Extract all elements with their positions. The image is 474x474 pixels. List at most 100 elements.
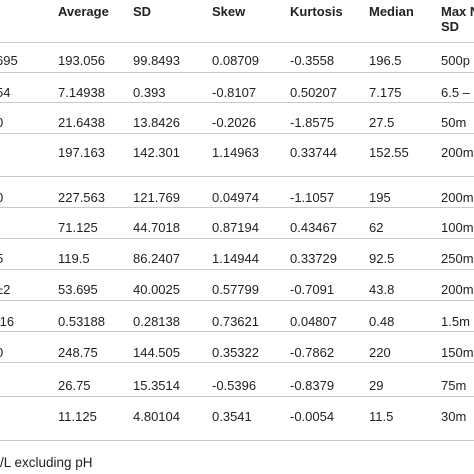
table-cell-max-nsd: 200m [441,190,474,205]
table-cell-row-label: 5 [0,252,3,266]
row-divider [0,176,474,177]
table-cell-average: 21.6438 [58,115,105,130]
table-cell-skew: 0.73621 [212,314,259,329]
table-cell-median: 7.175 [369,85,402,100]
table-cell-max-nsd: 100m [441,220,474,235]
table-cell-max-nsd: 6.5 – [441,85,470,100]
table-cell-median: 152.55 [369,145,409,160]
header-cell-kurtosis: Kurtosis [290,4,343,19]
row-divider [0,396,474,397]
row-divider [0,362,474,363]
table-cell-max-nsd: 500p [441,53,470,68]
table-cell-median: 62 [369,220,384,235]
table-cell-skew: -0.5396 [212,378,257,393]
table-cell-sd: 99.8493 [133,53,180,68]
table-cell-kurtosis: -1.1057 [290,190,335,205]
table-cell-sd: 142.301 [133,145,180,160]
table-cell-sd: 13.8426 [133,115,180,130]
row-divider [0,331,474,332]
table-cell-skew: 0.35322 [212,345,259,360]
table-footnote: /L excluding pH [0,455,93,470]
table-cell-skew: 1.14963 [212,145,259,160]
table-cell-max-nsd: 250m [441,251,474,266]
table-cell-sd: 0.28138 [133,314,180,329]
table-cell-row-label: ±2 [0,282,11,297]
table-cell-kurtosis: 0.04807 [290,314,337,329]
table-cell-max-nsd: 200m [441,282,474,297]
table-cell-average: 119.5 [58,251,90,266]
header-cell-max-nsd: Max NSD [441,4,474,34]
table-cell-row-label: 0 [0,346,3,360]
table-cell-max-nsd: 1.5m [441,314,470,329]
table-cell-row-label: 0 [0,116,3,130]
table-cell-median: 29 [369,378,384,393]
header-cell-median: Median [369,4,414,19]
row-divider [0,72,474,73]
table-cell-max-nsd: 30m [441,409,467,424]
table-cell-median: 11.5 [369,409,394,424]
table-cell-kurtosis: -1.8575 [290,115,335,130]
table-cell-average: 197.163 [58,145,105,160]
table-cell-median: 195 [369,190,391,205]
header-cell-skew: Skew [212,4,246,19]
table-cell-max-nsd: 50m [441,115,467,130]
table-cell-skew: -0.8107 [212,85,257,100]
table-cell-skew: -0.2026 [212,115,257,130]
row-divider [0,207,474,208]
table-cell-sd: 44.7018 [133,220,180,235]
table-cell-average: 248.75 [58,345,98,360]
table-cell-kurtosis: 0.33729 [290,251,337,266]
table-cell-kurtosis: -0.7091 [290,282,335,297]
table-cell-average: 227.563 [58,190,105,205]
table-cell-median: 92.5 [369,251,395,266]
table-cell-skew: 1.14944 [212,251,259,266]
table-cell-max-nsd: 75m [441,378,467,393]
header-cell-average: Average [58,4,109,19]
table-cell-sd: 40.0025 [133,282,180,297]
table-cell-kurtosis: -0.8379 [290,378,335,393]
table-cell-max-nsd: 200m [441,145,474,160]
table-cell-skew: 0.87194 [212,220,259,235]
row-divider [0,269,474,270]
table-cell-skew: 0.57799 [212,282,259,297]
table-cell-median: 27.5 [369,115,395,130]
table-cell-sd: 121.769 [133,190,180,205]
table-cell-sd: 0.393 [133,85,166,100]
table-cell-skew: 0.3541 [212,409,252,424]
table-cell-median: 43.8 [369,282,395,297]
table-cell-row-label: 0 [0,191,3,205]
table-cell-sd: 4.80104 [133,409,180,424]
row-divider [0,238,474,239]
table-cell-skew: 0.04974 [212,190,259,205]
table-cell-median: 196.5 [369,53,402,68]
row-divider [0,300,474,301]
table-cell-max-nsd: 150m [441,345,474,360]
table-cell-row-label: .16 [0,314,15,329]
header-cell-sd: SD [133,4,152,19]
table-cell-kurtosis: -0.3558 [290,53,335,68]
table-cell-row-label: 54 [0,85,11,100]
table-cell-kurtosis: 0.50207 [290,85,337,100]
table-cell-skew: 0.08709 [212,53,259,68]
table-cell-median: 220 [369,345,391,360]
table-cell-average: 11.125 [58,409,97,424]
table-cell-kurtosis: -0.7862 [290,345,335,360]
table-cell-sd: 144.505 [133,345,180,360]
table-cell-sd: 86.2407 [133,251,180,266]
table-cell-sd: 15.3514 [133,378,180,393]
table-cell-average: 26.75 [58,378,91,393]
table-cell-median: 0.48 [369,314,395,329]
table-cell-average: 193.056 [58,53,105,68]
row-divider [0,102,474,103]
table-cell-row-label: 695 [0,53,18,68]
table-cell-kurtosis: 0.33744 [290,145,337,160]
table-cell-kurtosis: 0.43467 [290,220,337,235]
table-cell-average: 7.14938 [58,85,105,100]
table-cell-average: 0.53188 [58,314,105,329]
table-cell-kurtosis: -0.0054 [290,409,335,424]
table-cell-average: 53.695 [58,282,98,297]
row-divider [0,133,474,134]
table-cell-average: 71.125 [58,220,98,235]
row-divider [0,440,474,441]
